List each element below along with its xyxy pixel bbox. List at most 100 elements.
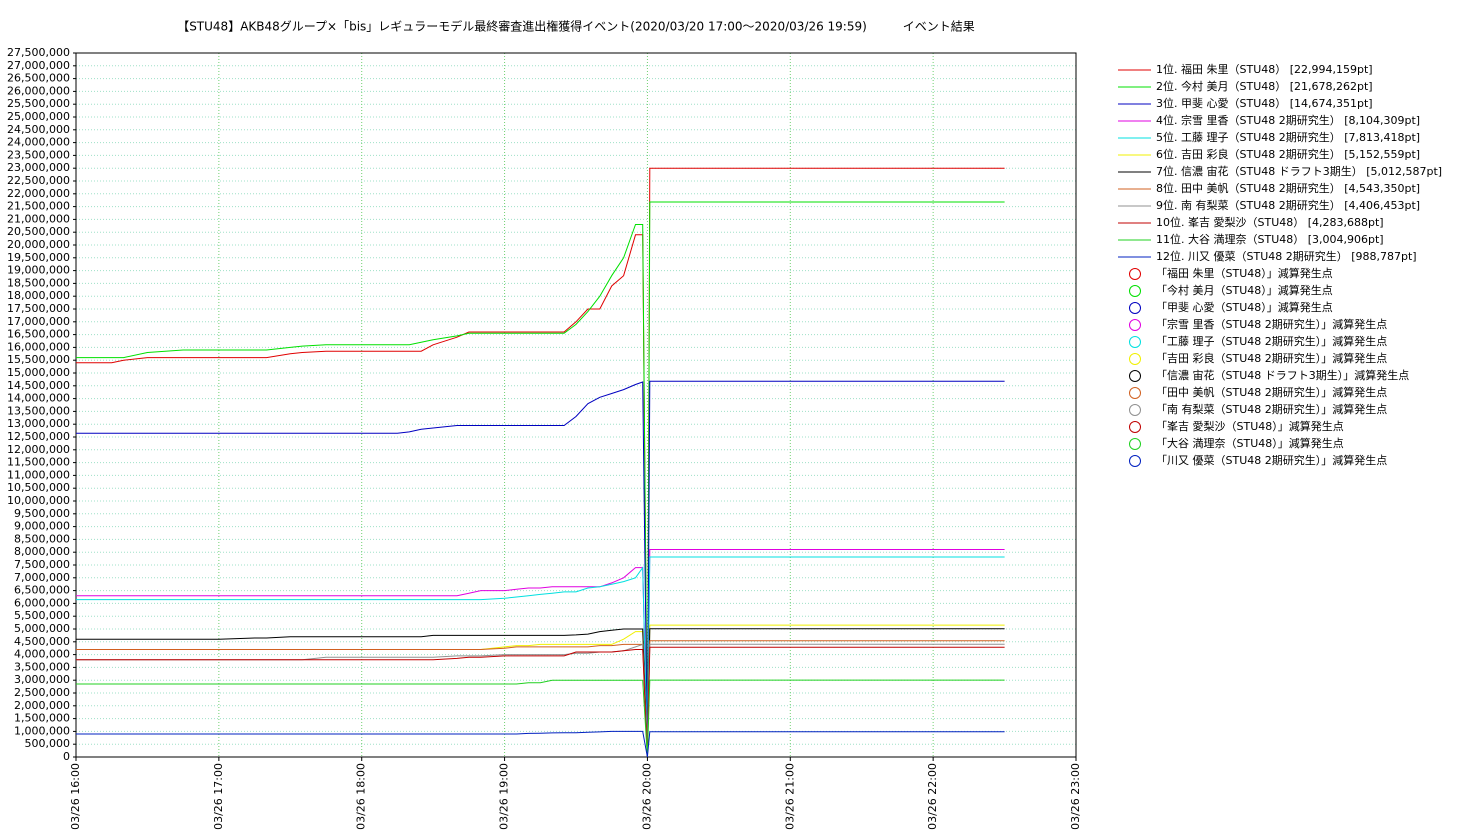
y-tick-label: 19,000,000 [7, 264, 70, 277]
y-tick-label: 26,000,000 [7, 84, 70, 97]
y-tick-label: 22,500,000 [7, 174, 70, 187]
y-tick-label: 24,000,000 [7, 136, 70, 149]
y-tick-label: 26,500,000 [7, 72, 70, 85]
y-tick-label: 5,000,000 [14, 622, 70, 635]
legend-label: 「宗雪 里香（STU48 2期研究生）」減算発生点 [1156, 317, 1387, 331]
x-tick-label: 03/26 16:00 [69, 763, 82, 830]
series-line [76, 640, 1005, 758]
y-tick-label: 2,000,000 [14, 699, 70, 712]
y-tick-label: 14,500,000 [7, 379, 70, 392]
y-tick-label: 19,500,000 [7, 251, 70, 264]
legend-label: 11位. 大谷 満理奈（STU48） [3,004,906pt] [1156, 232, 1384, 246]
series-line [76, 679, 1005, 758]
y-tick-label: 3,500,000 [14, 660, 70, 673]
x-tick-label: 03/26 23:00 [1069, 763, 1082, 830]
legend-label: 「甲斐 心愛（STU48）」減算発生点 [1156, 300, 1333, 314]
y-tick-label: 27,000,000 [7, 59, 70, 72]
y-tick-label: 25,000,000 [7, 110, 70, 123]
x-tick-label: 03/26 22:00 [926, 763, 939, 830]
y-tick-label: 27,500,000 [7, 46, 70, 59]
y-tick-label: 12,000,000 [7, 443, 70, 456]
chart-title: 【STU48】AKB48グループ×「bis」レギュラーモデル最終審査進出権獲得イ… [177, 19, 975, 34]
y-tick-label: 13,500,000 [7, 404, 70, 417]
series-line [76, 549, 1005, 758]
legend-marker [1129, 353, 1141, 365]
x-tick-label: 03/26 21:00 [783, 763, 796, 830]
legend-marker [1129, 438, 1141, 450]
legend-label: 「南 有梨菜（STU48 2期研究生）」減算発生点 [1156, 402, 1387, 416]
y-tick-label: 8,000,000 [14, 545, 70, 558]
legend-marker [1129, 285, 1141, 297]
y-tick-label: 10,000,000 [7, 494, 70, 507]
y-tick-label: 8,500,000 [14, 532, 70, 545]
y-tick-label: 15,500,000 [7, 353, 70, 366]
plot-frame [75, 52, 1077, 758]
legend-marker [1129, 404, 1141, 416]
legend-label: 「工藤 理子（STU48 2期研究生）」減算発生点 [1156, 334, 1387, 348]
y-tick-label: 4,000,000 [14, 648, 70, 661]
y-tick-label: 13,000,000 [7, 417, 70, 430]
legend-marker [1129, 319, 1141, 331]
legend-label: 5位. 工藤 理子（STU48 2期研究生） [7,813,418pt] [1156, 130, 1420, 144]
series-line [76, 643, 1005, 758]
y-tick-label: 3,000,000 [14, 673, 70, 686]
series-line [76, 628, 1005, 758]
legend-label: 10位. 峯吉 愛梨沙（STU48） [4,283,688pt] [1156, 215, 1384, 229]
legend-label: 4位. 宗雪 里香（STU48 2期研究生） [8,104,309pt] [1156, 113, 1420, 127]
y-tick-label: 24,500,000 [7, 123, 70, 136]
y-tick-label: 9,000,000 [14, 520, 70, 533]
legend-label: 7位. 信濃 宙花（STU48 ドラフト3期生） [5,012,587pt] [1156, 164, 1442, 178]
legend-marker [1129, 370, 1141, 382]
y-tick-label: 12,500,000 [7, 430, 70, 443]
series-line [76, 167, 1005, 758]
x-tick-label: 03/26 20:00 [640, 763, 653, 830]
y-tick-label: 1,000,000 [14, 724, 70, 737]
y-tick-label: 18,500,000 [7, 276, 70, 289]
y-tick-label: 11,000,000 [7, 468, 70, 481]
series-line [76, 556, 1005, 758]
legend-label: 1位. 福田 朱里（STU48） [22,994,159pt] [1156, 62, 1373, 76]
legend-marker [1129, 387, 1141, 399]
y-tick-label: 17,000,000 [7, 315, 70, 328]
y-tick-label: 23,500,000 [7, 148, 70, 161]
legend-label: 「田中 美帆（STU48 2期研究生）」減算発生点 [1156, 385, 1387, 399]
y-tick-label: 10,500,000 [7, 481, 70, 494]
y-tick-label: 18,000,000 [7, 289, 70, 302]
legend-label: 「大谷 満理奈（STU48）」減算発生点 [1156, 436, 1344, 450]
legend-label: 「峯吉 愛梨沙（STU48）」減算発生点 [1156, 419, 1344, 433]
legend-label: 12位. 川又 優菜（STU48 2期研究生） [988,787pt] [1156, 249, 1417, 263]
series-line [76, 201, 1005, 758]
legend-marker [1129, 268, 1141, 280]
legend-label: 9位. 南 有梨菜（STU48 2期研究生） [4,406,453pt] [1156, 198, 1420, 212]
y-tick-label: 7,000,000 [14, 571, 70, 584]
legend-marker [1129, 336, 1141, 348]
x-tick-label: 03/26 19:00 [498, 763, 511, 830]
legend-label: 「信濃 宙花（STU48 ドラフト3期生）」減算発生点 [1156, 368, 1409, 382]
y-tick-label: 21,000,000 [7, 212, 70, 225]
legend-label: 「川又 優菜（STU48 2期研究生）」減算発生点 [1156, 453, 1387, 467]
y-tick-label: 6,000,000 [14, 596, 70, 609]
y-tick-label: 5,500,000 [14, 609, 70, 622]
y-tick-label: 25,500,000 [7, 97, 70, 110]
y-tick-label: 500,000 [25, 737, 71, 750]
legend-label: 「吉田 彩良（STU48 2期研究生）」減算発生点 [1156, 351, 1387, 365]
legend-label: 2位. 今村 美月（STU48） [21,678,262pt] [1156, 79, 1373, 93]
legend-marker [1129, 421, 1141, 433]
y-tick-label: 4,500,000 [14, 635, 70, 648]
y-tick-label: 22,000,000 [7, 187, 70, 200]
legend-marker [1129, 455, 1141, 467]
legend-label: 「福田 朱里（STU48）」減算発生点 [1156, 266, 1333, 280]
y-tick-label: 14,000,000 [7, 392, 70, 405]
series-line [76, 624, 1005, 758]
series-line [76, 730, 1005, 758]
y-tick-label: 1,500,000 [14, 712, 70, 725]
y-tick-label: 20,500,000 [7, 225, 70, 238]
series-line [76, 646, 1005, 758]
series-line [76, 380, 1005, 758]
y-tick-label: 21,500,000 [7, 200, 70, 213]
legend-marker [1129, 302, 1141, 314]
y-tick-label: 11,500,000 [7, 456, 70, 469]
y-tick-label: 2,500,000 [14, 686, 70, 699]
